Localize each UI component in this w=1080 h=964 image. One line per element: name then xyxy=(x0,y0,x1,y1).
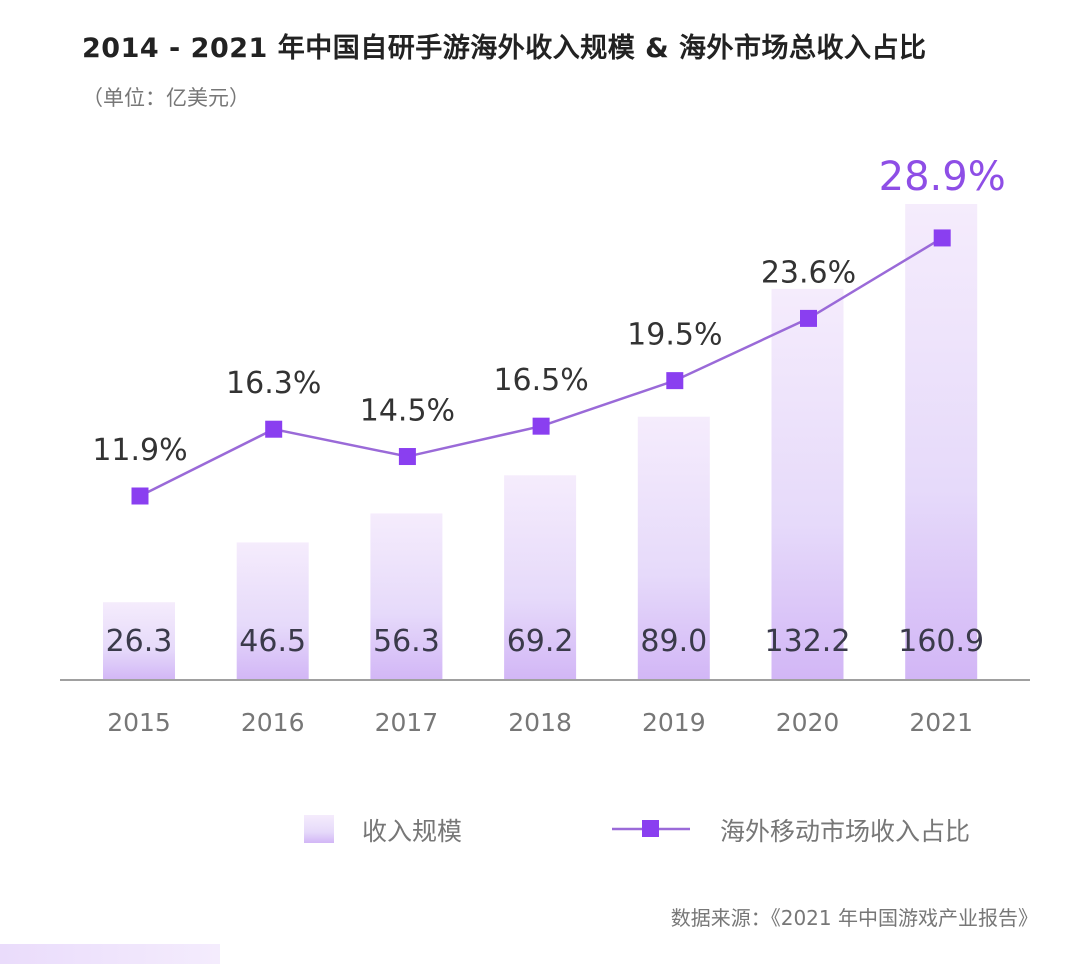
legend-line-marker xyxy=(642,820,659,837)
bar-2020 xyxy=(771,288,844,680)
line-marker-2016 xyxy=(265,420,283,438)
bar-2017 xyxy=(370,513,443,680)
bar-value-label: 46.5 xyxy=(239,624,306,659)
source-note: 数据来源：《2021 年中国游戏产业报告》 xyxy=(670,906,1038,930)
x-tick-label: 2020 xyxy=(776,708,840,737)
x-tick-label: 2017 xyxy=(375,708,439,737)
bar-2016 xyxy=(236,542,309,680)
x-tick-label: 2018 xyxy=(508,708,572,737)
bar-value-label: 26.3 xyxy=(106,624,173,659)
decorative-band xyxy=(0,944,220,964)
line-value-label: 16.5% xyxy=(493,363,588,398)
line-marker-2021 xyxy=(933,229,951,247)
bar-value-label: 69.2 xyxy=(507,624,574,659)
legend-line-label: 海外移动市场收入占比 xyxy=(720,817,970,846)
line-marker-2019 xyxy=(666,372,684,390)
x-tick-label: 2015 xyxy=(107,708,171,737)
legend-bar-label: 收入规模 xyxy=(362,817,462,846)
bar-value-label: 132.2 xyxy=(765,624,851,659)
line-marker-2018 xyxy=(532,417,550,435)
line-value-label: 14.5% xyxy=(360,394,455,429)
chart-title: 2014 - 2021 年中国自研手游海外收入规模 & 海外市场总收入占比 xyxy=(82,33,927,64)
line-marker-2015 xyxy=(131,487,149,505)
line-value-label: 23.6% xyxy=(761,255,856,290)
line-value-label: 28.9% xyxy=(879,154,1006,200)
line-marker-2017 xyxy=(398,448,416,466)
line-value-label: 19.5% xyxy=(627,318,722,353)
x-tick-label: 2019 xyxy=(642,708,706,737)
line-value-label: 11.9% xyxy=(92,433,187,468)
x-tick-label: 2016 xyxy=(241,708,305,737)
bar-value-label: 89.0 xyxy=(640,624,707,659)
line-value-label: 16.3% xyxy=(226,366,321,401)
bar-2015 xyxy=(103,602,175,680)
chart-unit: （单位：亿美元） xyxy=(82,86,250,110)
x-tick-label: 2021 xyxy=(909,708,973,737)
bar-2018 xyxy=(504,475,577,680)
bar-2019 xyxy=(637,416,710,680)
legend-bar-swatch xyxy=(304,815,334,843)
bar-value-label: 56.3 xyxy=(373,624,440,659)
line-marker-2020 xyxy=(800,309,817,327)
bar-2021 xyxy=(905,204,978,680)
bar-value-label: 160.9 xyxy=(898,624,984,659)
